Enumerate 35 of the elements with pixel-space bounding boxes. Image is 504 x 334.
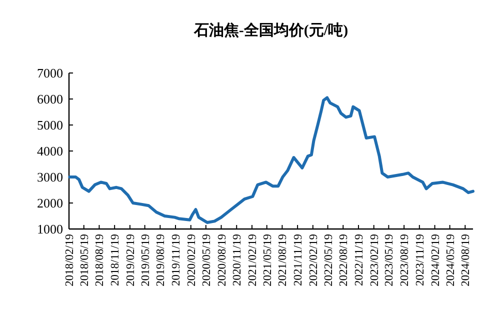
xtick: 2019/05/19 <box>140 234 152 286</box>
xtick: 2018/08/19 <box>94 234 106 286</box>
xtick: 2020/08/19 <box>216 234 228 286</box>
xtick: 2019/11/19 <box>170 234 182 286</box>
ytick: 5000 <box>37 118 63 132</box>
xtick: 2022/08/19 <box>338 234 350 286</box>
xtick: 2023/08/19 <box>399 234 412 286</box>
xtick: 2020/02/19 <box>186 234 198 286</box>
xtick: 2024/08/19 <box>460 234 472 286</box>
xtick: 2023/02/19 <box>368 234 381 286</box>
xtick: 2024/02/19 <box>430 234 442 286</box>
ytick: 7000 <box>37 66 63 80</box>
xtick: 2019/08/19 <box>155 234 168 286</box>
xtick: 2021/08/19 <box>277 234 290 286</box>
ytick: 3000 <box>37 170 63 184</box>
xtick: 2019/02/19 <box>124 234 137 286</box>
xtick: 2018/11/19 <box>110 234 122 286</box>
xtick: 2023/05/19 <box>384 234 396 286</box>
ytick: 1000 <box>37 222 63 236</box>
xtick: 2022/11/19 <box>353 234 366 286</box>
ytick: 4000 <box>37 144 63 158</box>
xtick: 2020/05/19 <box>200 234 213 286</box>
xtick: 2024/05/19 <box>444 234 457 286</box>
xtick: 2022/02/19 <box>308 234 320 286</box>
xtick: 2021/05/19 <box>262 234 274 286</box>
xtick: 2020/11/19 <box>232 234 244 286</box>
xtick: 2023/11/19 <box>414 234 426 286</box>
xtick: 2021/11/19 <box>292 234 305 286</box>
ytick: 6000 <box>37 92 63 106</box>
ytick: 2000 <box>37 196 63 210</box>
xtick: 2018/02/19 <box>64 234 76 286</box>
xtick: 2018/05/19 <box>78 234 91 286</box>
xtick: 2022/05/19 <box>322 234 335 286</box>
xtick: 2021/02/19 <box>246 234 259 286</box>
title: 石油焦-全国均价(元/吨) <box>194 23 348 39</box>
